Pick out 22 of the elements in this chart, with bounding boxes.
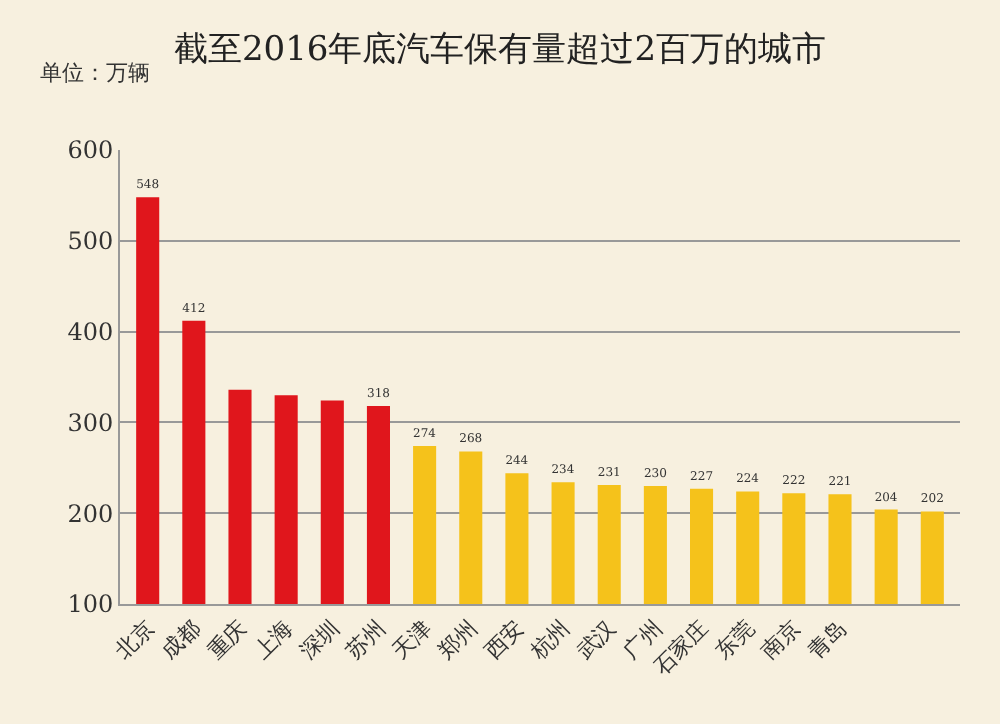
x-tick-label: 上海	[248, 615, 299, 665]
x-tick-label: 苏州	[340, 615, 391, 665]
y-tick-label: 100	[67, 590, 114, 619]
x-tick-label: 杭州	[524, 615, 576, 666]
y-tick-label: 400	[67, 318, 114, 346]
x-tick-label: 武汉	[571, 615, 622, 665]
y-tick-label: 500	[67, 227, 114, 256]
y-tick-label: 600	[67, 136, 114, 165]
text: 单位：万辆	[40, 60, 150, 86]
x-tick-label: 南京	[756, 615, 806, 665]
x-tick-label: 天津	[387, 615, 437, 665]
chart-title: 截至2016年底汽车保有量超过2百万的城市	[173, 30, 827, 70]
x-tick-label: 青岛	[802, 615, 853, 665]
x-tick-label: 东莞	[710, 615, 760, 665]
x-tick-label: 西安	[479, 615, 529, 665]
y-tick-label: 200	[67, 499, 114, 528]
x-tick-label: 北京	[110, 615, 160, 665]
x-tick-label: 重庆	[202, 615, 253, 665]
x-tick-label: 成都	[156, 615, 206, 665]
x-tick-label: 郑州	[433, 615, 483, 665]
y-tick-label: 300	[67, 408, 114, 437]
x-tick-label: 深圳	[294, 615, 345, 665]
